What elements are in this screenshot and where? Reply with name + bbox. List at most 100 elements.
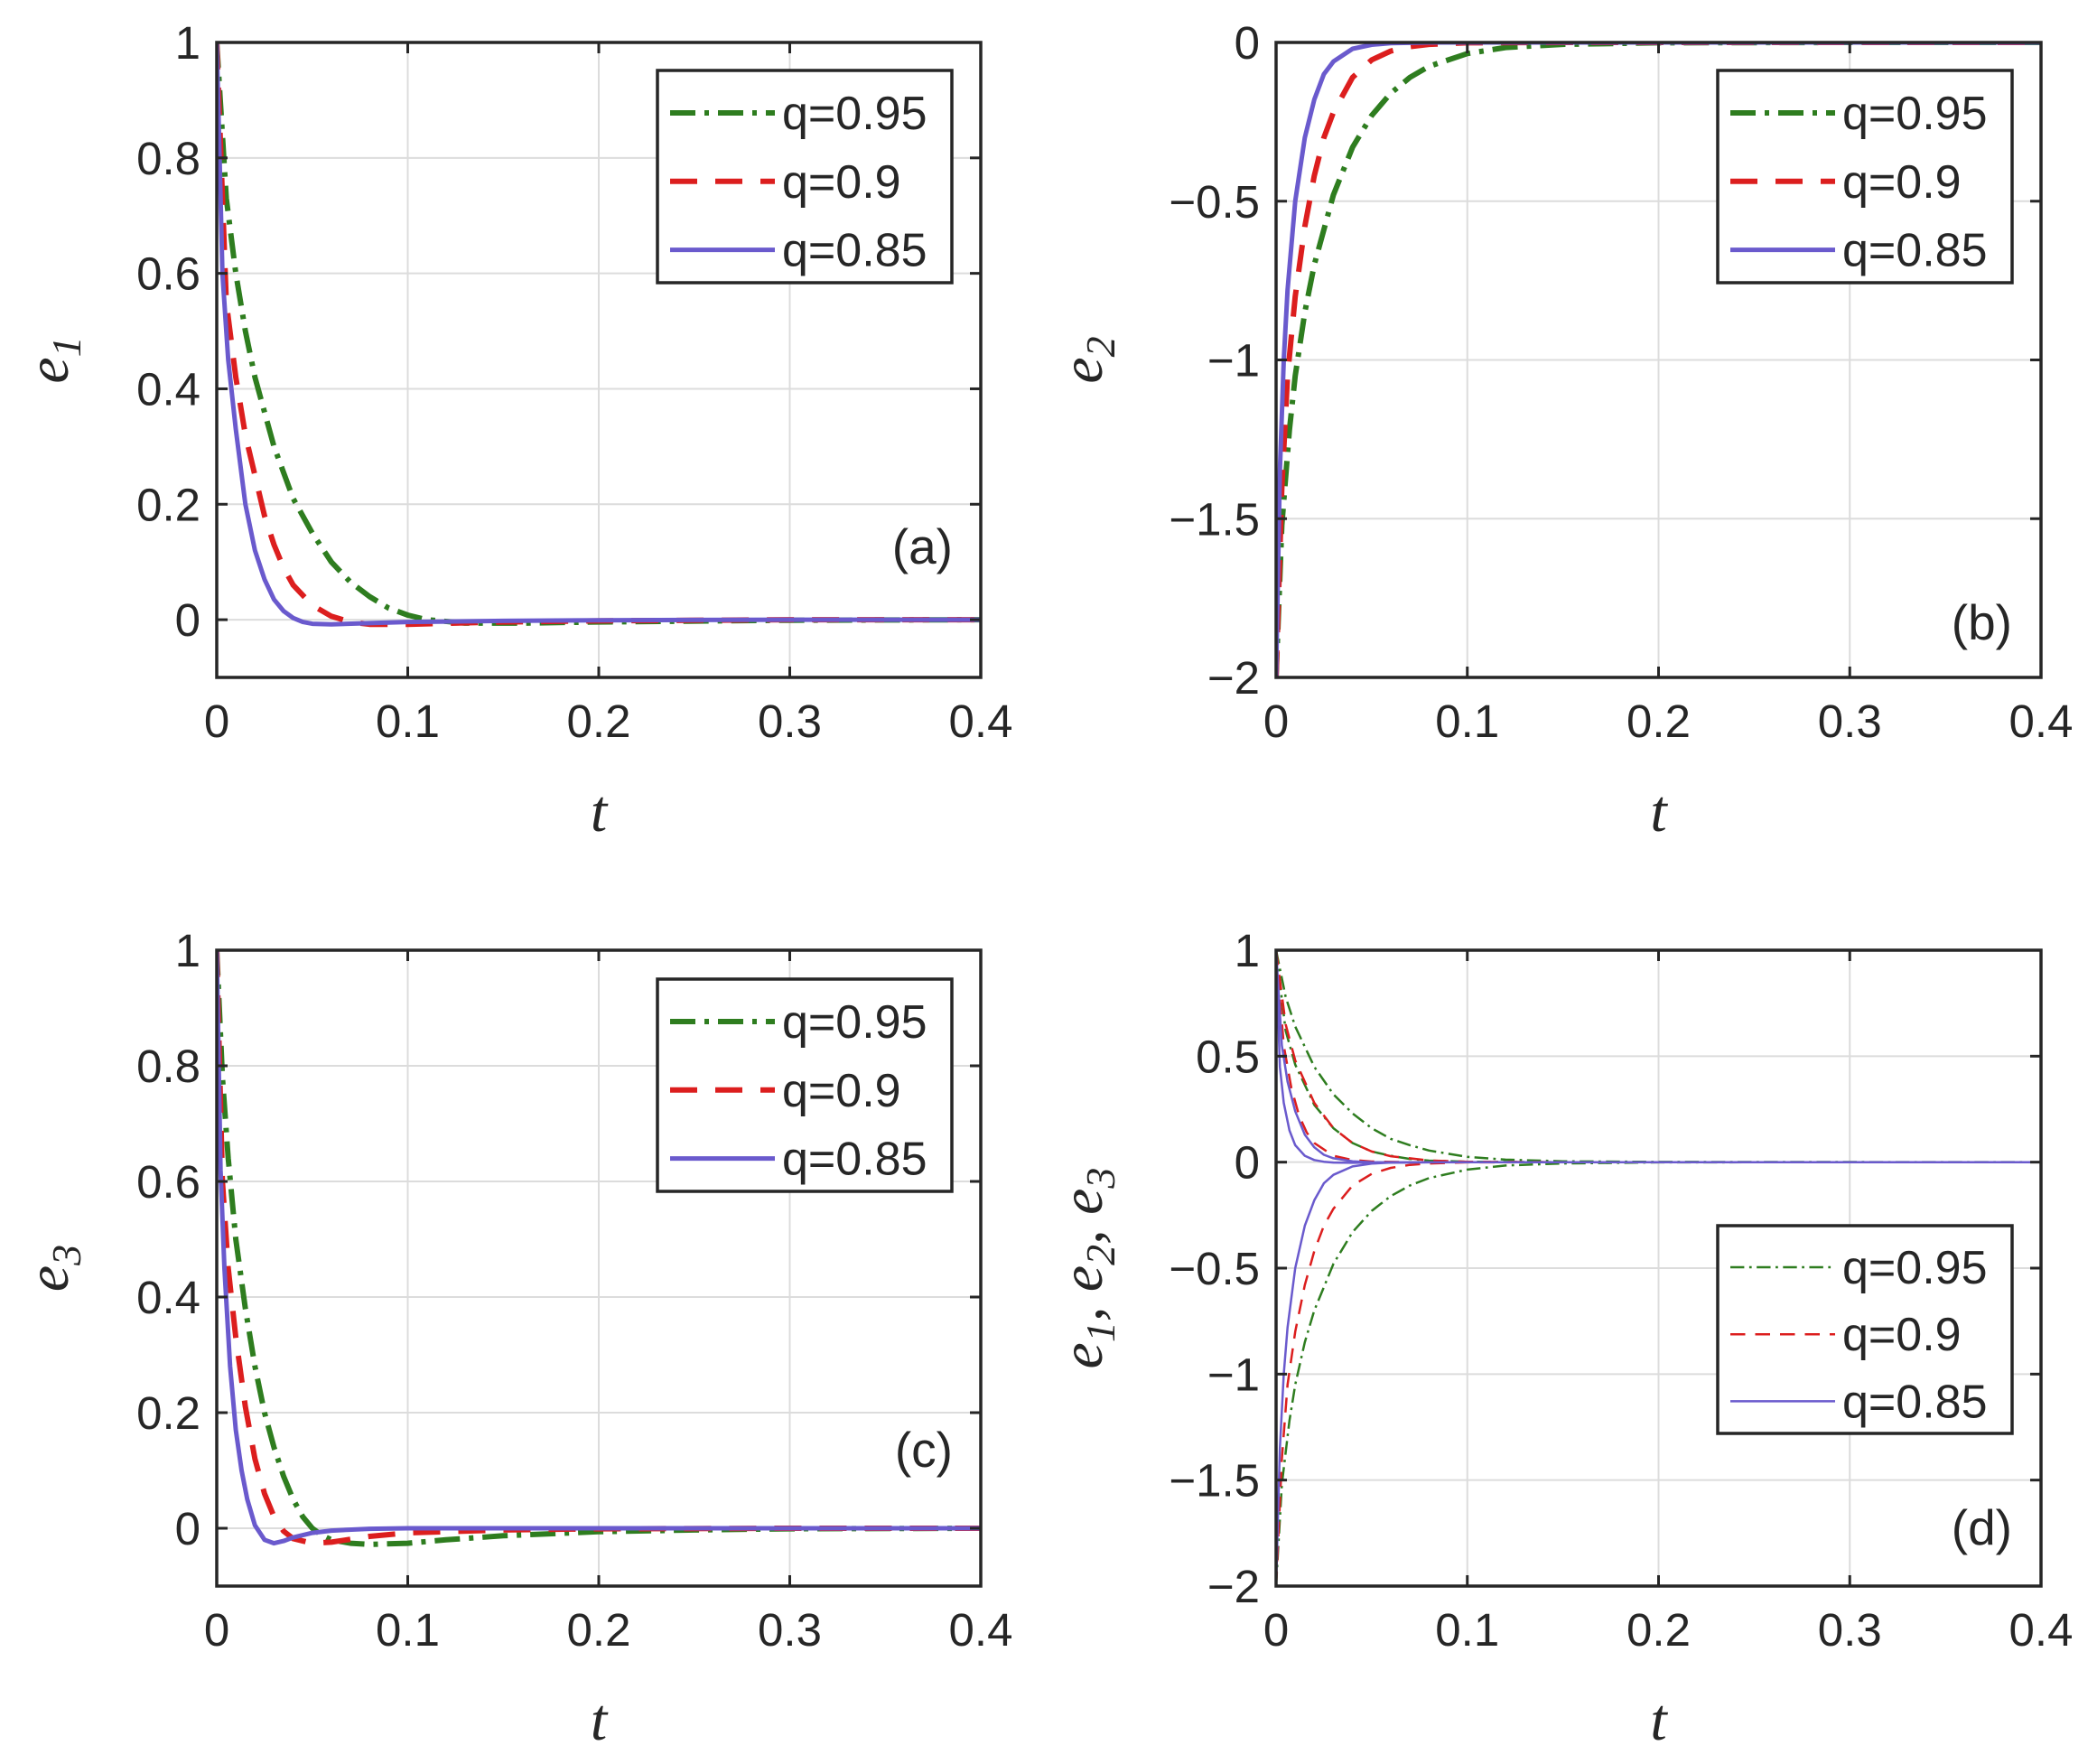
y-axis-label-text: e [1049, 1342, 1115, 1368]
y-axis-label-subscript: 1 [43, 336, 89, 357]
y-tick-label: 0.4 [136, 1272, 200, 1323]
x-axis-label: t [591, 1687, 609, 1753]
y-tick-label: −1 [1207, 1349, 1260, 1400]
x-tick-label: 0.4 [2009, 1604, 2074, 1656]
legend-box [656, 977, 954, 1193]
y-tick-label: 0.2 [136, 479, 200, 530]
legend-box [1716, 69, 2014, 285]
y-tick-label: 1 [1235, 925, 1260, 976]
x-axis-label: t [1650, 1687, 1668, 1753]
legend-label: q=0.9 [1842, 156, 1962, 209]
legend-label: q=0.85 [1842, 225, 1988, 277]
x-tick-label: 0.4 [2009, 695, 2074, 747]
legend-label: q=0.95 [782, 88, 927, 140]
y-tick-label: −1 [1207, 335, 1260, 387]
legend-label: q=0.95 [1842, 1242, 1988, 1294]
panel-label: (d) [1952, 1499, 2012, 1555]
chart-panel-2: 0 0.1 0.2 0.3 0.4−2−1.5−1−0.50te2(b)q=0.95q=… [1049, 17, 2073, 845]
x-tick-label: 0.1 [1435, 695, 1499, 747]
y-axis-label: e3 [15, 1245, 89, 1292]
x-tick-label: 0.1 [376, 695, 440, 747]
legend-box [1716, 1224, 2014, 1435]
y-axis-label-subscript: 2 [1077, 336, 1123, 357]
y-tick-label: 0.5 [1196, 1031, 1260, 1082]
y-axis-label-subscript: 1 [1077, 1321, 1123, 1342]
y-tick-label: −0.5 [1169, 176, 1260, 228]
x-tick-label: 0 [1263, 1604, 1289, 1656]
x-tick-label: 0 [204, 695, 229, 747]
y-tick-label: 0 [175, 594, 200, 646]
y-axis-label: e2 [1049, 336, 1123, 383]
legend-label: q=0.95 [782, 996, 927, 1049]
x-axis-label: t [1650, 779, 1668, 845]
x-tick-label: 0.2 [567, 695, 631, 747]
y-tick-label: 0.8 [136, 1041, 200, 1092]
x-tick-label: 0.1 [1435, 1604, 1499, 1656]
y-axis-label-subscript: 2 [1077, 1245, 1123, 1265]
legend: q=0.95 q=0.9 q=0.85 [1716, 1224, 2014, 1435]
legend: q=0.95 q=0.9 q=0.85 [656, 69, 954, 285]
legend: q=0.95 q=0.9 q=0.85 [656, 977, 954, 1193]
y-axis-label-text: e [15, 1265, 81, 1292]
x-tick-label: 0.3 [758, 1604, 822, 1656]
legend-label: q=0.85 [782, 225, 927, 277]
series-line-q-0-85 [1276, 42, 2041, 677]
y-tick-label: 0 [1235, 17, 1260, 69]
x-tick-label: 0.2 [1626, 1604, 1691, 1656]
legend-label: q=0.85 [1842, 1376, 1988, 1428]
legend-label: q=0.95 [1842, 88, 1988, 140]
y-axis-label-text: , e [1049, 1189, 1115, 1245]
x-tick-label: 0.3 [758, 695, 822, 747]
x-axis-label: t [591, 779, 609, 845]
x-tick-label: 0.1 [376, 1604, 440, 1656]
x-tick-label: 0 [1263, 695, 1289, 747]
y-tick-label: 1 [175, 925, 200, 976]
y-tick-label: 0.6 [136, 248, 200, 300]
series-line-q-0-95 [217, 950, 981, 1547]
y-tick-label: −1.5 [1169, 493, 1260, 545]
y-tick-label: −0.5 [1169, 1243, 1260, 1294]
y-tick-label: −2 [1207, 652, 1260, 704]
series-line-q-0-9 [1276, 42, 2041, 677]
series-line-q-0-95-e3 [1276, 950, 2041, 1163]
y-tick-label: 1 [175, 17, 200, 69]
series-line-q-0-95 [217, 42, 981, 626]
series-line-q-0-85-e2 [1276, 1161, 2041, 1586]
y-tick-label: −2 [1207, 1561, 1260, 1612]
y-tick-label: 0 [1235, 1137, 1260, 1189]
x-tick-label: 0.2 [567, 1604, 631, 1656]
chart-panel-3: 0 0.1 0.2 0.3 0.400.20.40.60.81te3(c)q=0.95q… [15, 925, 1012, 1753]
y-tick-label: 0.4 [136, 363, 200, 415]
x-tick-label: 0.3 [1818, 695, 1882, 747]
legend-label: q=0.85 [782, 1134, 927, 1186]
x-tick-label: 0 [204, 1604, 229, 1656]
y-tick-label: −1.5 [1169, 1455, 1260, 1507]
y-tick-label: 0.6 [136, 1156, 200, 1208]
legend-label: q=0.9 [782, 156, 901, 209]
y-tick-label: 0.2 [136, 1387, 200, 1439]
y-axis-label: e1 [15, 336, 89, 383]
legend-label: q=0.9 [782, 1065, 901, 1117]
panel-label: (b) [1952, 594, 2012, 650]
panel-label: (c) [895, 1422, 953, 1478]
y-axis-label-text: e [1049, 357, 1115, 383]
legend-box [656, 69, 954, 285]
series-line-q-0-85 [217, 42, 981, 627]
y-tick-label: 0 [175, 1503, 200, 1554]
series-line-q-0-95-e1 [1276, 950, 2041, 1163]
x-tick-label: 0.4 [949, 1604, 1013, 1656]
chart-panel-1: 0 0.1 0.2 0.3 0.400.20.40.60.81te1(a)q=0.95q… [15, 17, 1012, 845]
series-line-q-0-9-e2 [1276, 1161, 2041, 1586]
x-tick-label: 0.4 [949, 695, 1013, 747]
legend: q=0.95 q=0.9 q=0.85 [1716, 69, 2014, 285]
series-line-q-0-85 [217, 950, 981, 1546]
y-axis-label: e1, e2, e3 [1049, 1168, 1123, 1369]
y-axis-label-text: , e [1049, 1265, 1115, 1321]
y-tick-label: 0.8 [136, 133, 200, 184]
legend-label: q=0.9 [1842, 1309, 1962, 1361]
panel-label: (a) [892, 518, 953, 574]
x-tick-label: 0.3 [1818, 1604, 1882, 1656]
y-axis-label-subscript: 3 [43, 1245, 89, 1266]
